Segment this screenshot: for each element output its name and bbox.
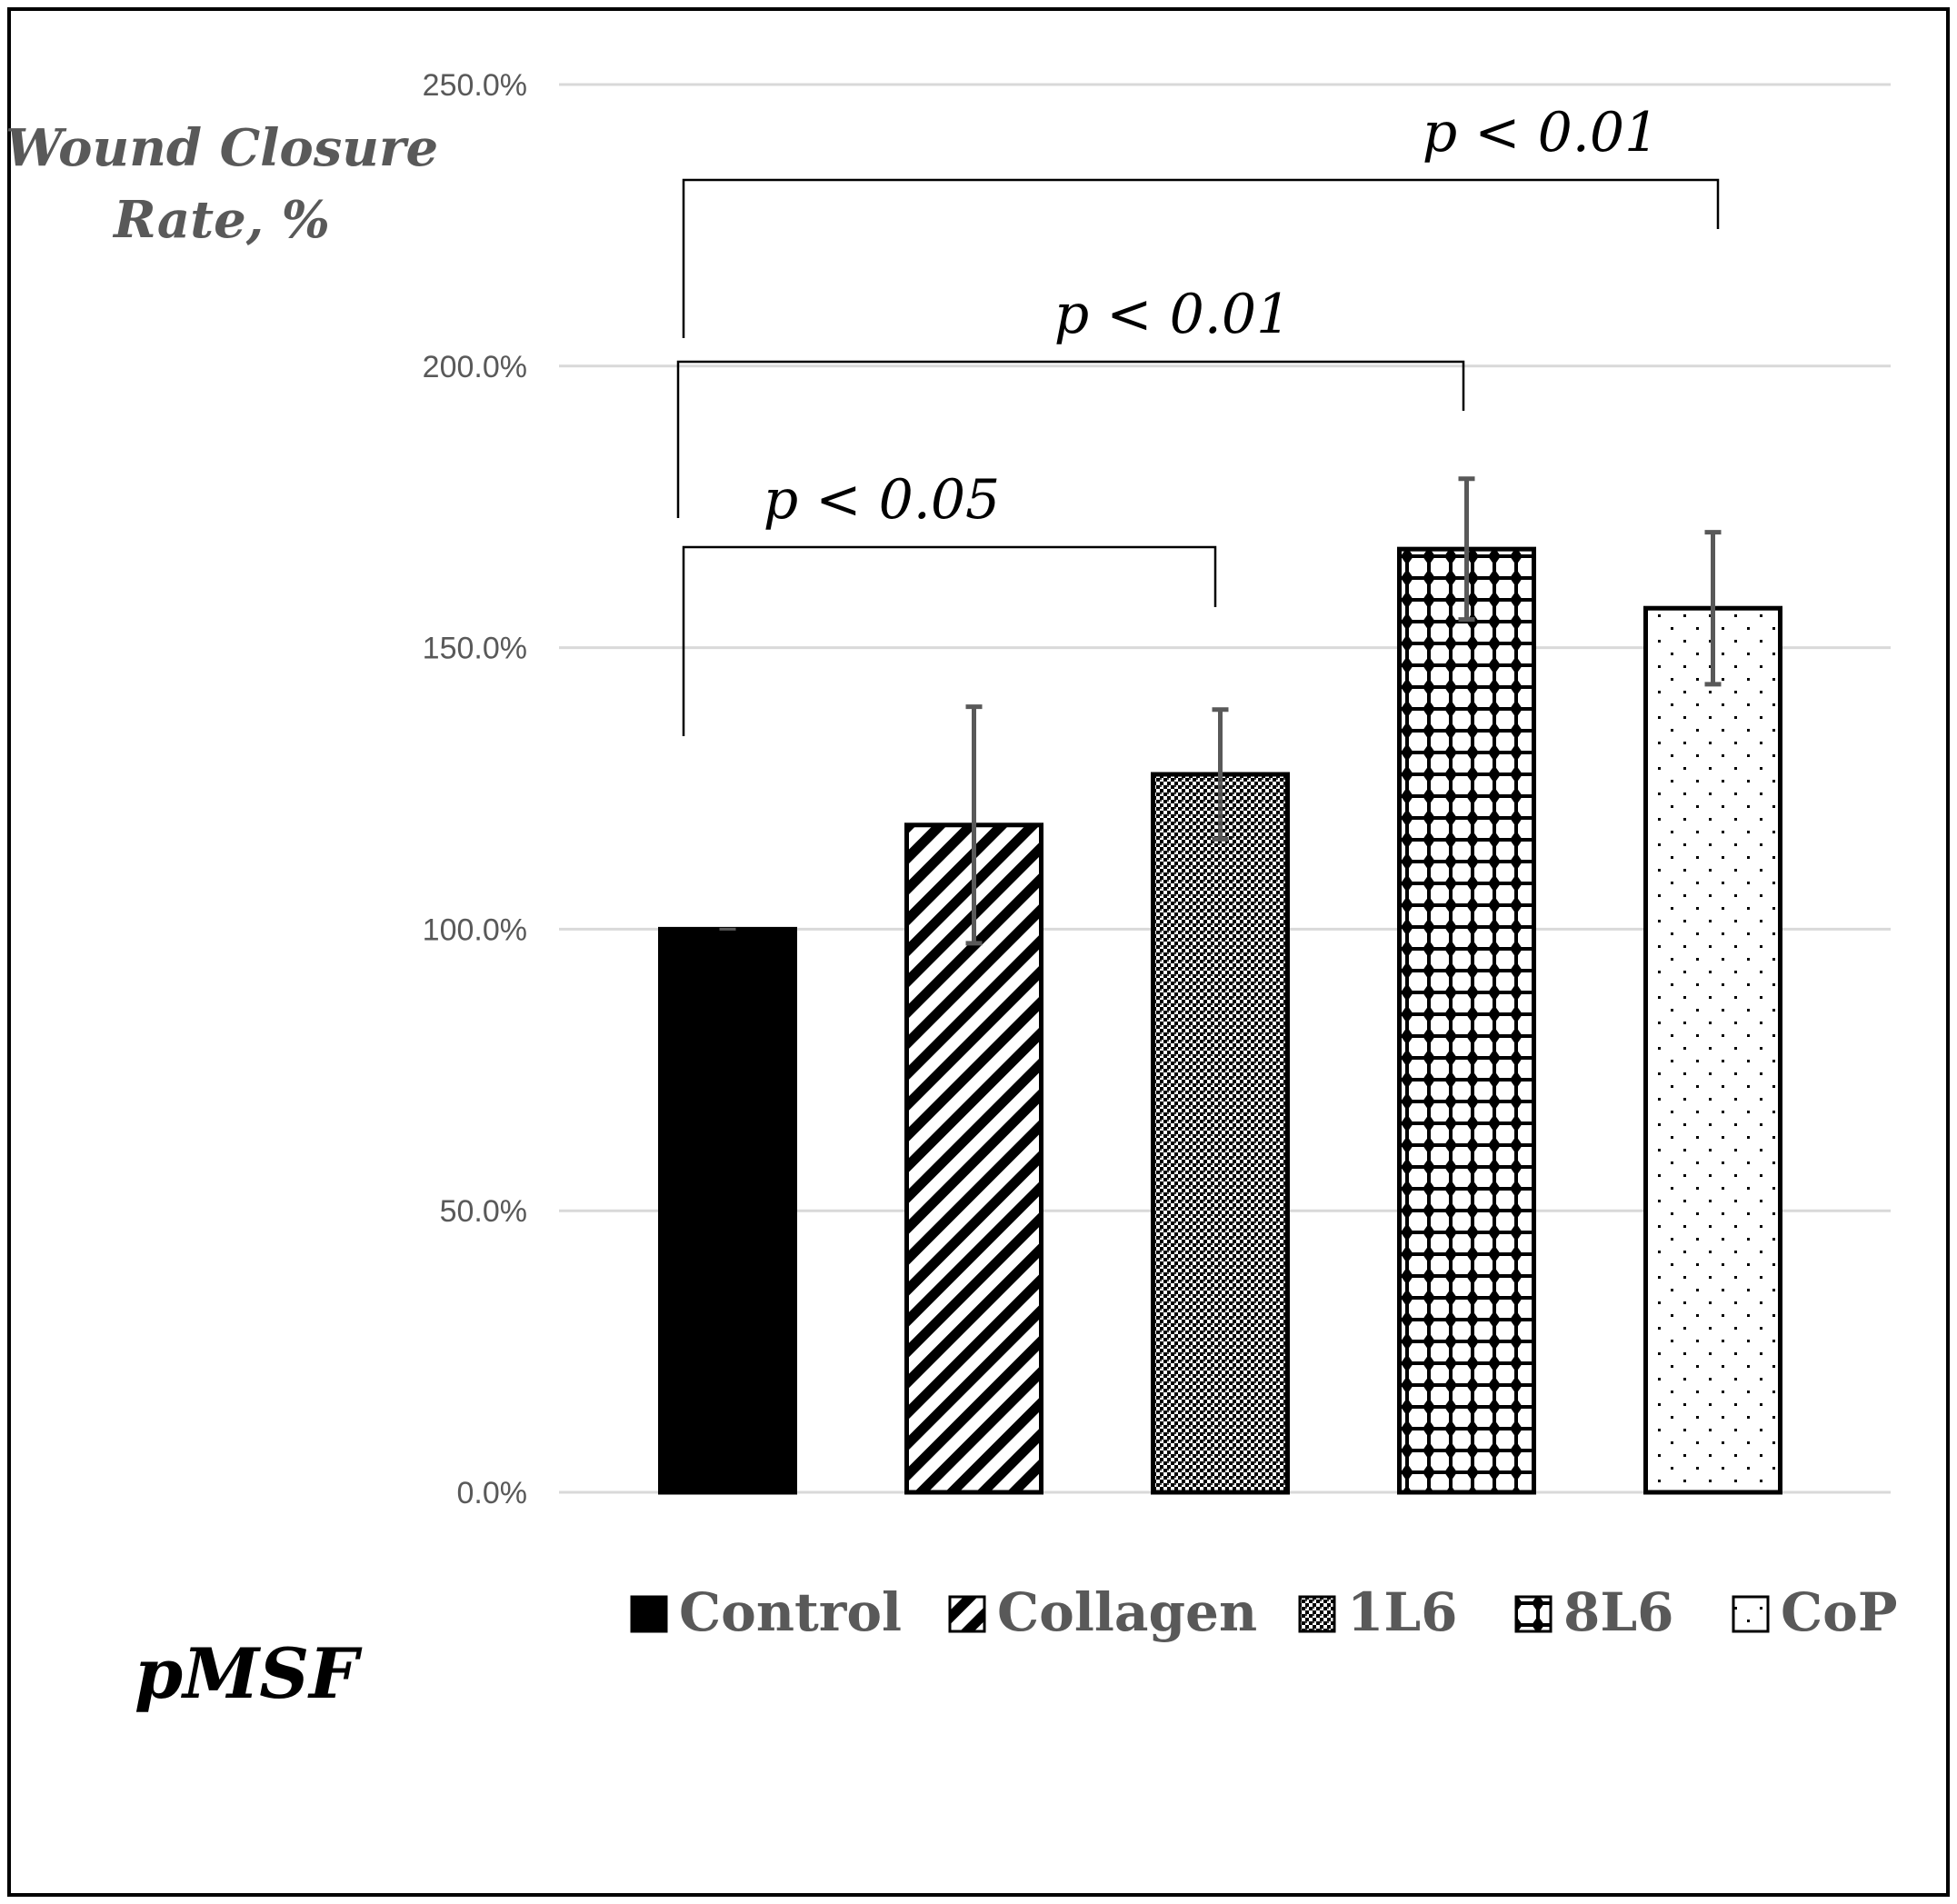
- legend-swatch-collagen: [948, 1595, 986, 1633]
- legend-swatch-1l6: [1298, 1595, 1336, 1633]
- y-tick-labels: 0.0% 50.0% 100.0% 150.0% 200.0% 250.0%: [423, 68, 527, 1510]
- significance-brackets: p < 0.05 p < 0.01 p < 0.01: [676, 101, 1720, 736]
- legend-swatch-cop: [1732, 1595, 1770, 1633]
- legend-swatch-control: [630, 1595, 668, 1633]
- significance-label: p < 0.01: [1423, 101, 1659, 164]
- legend-label: 1L6: [1347, 1581, 1458, 1643]
- legend-swatch-8l6: [1514, 1595, 1553, 1633]
- figure-frame: [7, 7, 1950, 1897]
- y-tick-label: 50.0%: [440, 1194, 527, 1229]
- bars: [658, 546, 1782, 1495]
- y-tick-label: 0.0%: [457, 1476, 528, 1510]
- bar-1l6: [1151, 772, 1290, 1495]
- y-axis-label-line: Rate, %: [112, 190, 330, 250]
- bar-cop: [1643, 605, 1782, 1495]
- significance-bracket: [682, 545, 1217, 736]
- legend-label: Collagen: [997, 1581, 1257, 1643]
- significance-bracket: [676, 360, 1465, 518]
- bar-8l6: [1397, 546, 1536, 1495]
- y-tick-label: 250.0%: [423, 68, 527, 103]
- y-axis-label: Wound Closure Rate, %: [5, 118, 438, 250]
- significance-bracket: [682, 178, 1720, 338]
- legend-label: 8L6: [1563, 1581, 1674, 1643]
- error-bars: [719, 476, 1722, 946]
- y-axis-label-line: Wound Closure: [5, 118, 438, 178]
- legend-label: CoP: [1781, 1581, 1897, 1643]
- significance-label: p < 0.05: [764, 468, 1000, 532]
- legend-label: Control: [679, 1581, 902, 1643]
- legend: Control Collagen 1L6 8L6 CoP: [630, 1581, 1897, 1643]
- panel-label-group: pMSF: [135, 1633, 363, 1714]
- y-tick-label: 200.0%: [423, 350, 527, 384]
- y-tick-label: 100.0%: [423, 912, 527, 947]
- bar-control: [658, 926, 797, 1495]
- significance-label: p < 0.01: [1054, 283, 1291, 346]
- y-tick-label: 150.0%: [423, 632, 527, 666]
- panel-label: pMSF: [135, 1633, 363, 1714]
